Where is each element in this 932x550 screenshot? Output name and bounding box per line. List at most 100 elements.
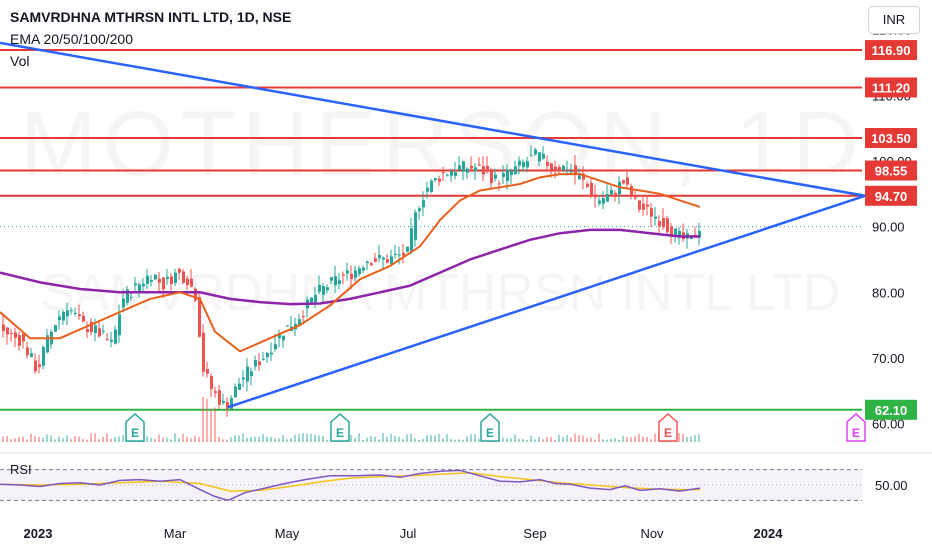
candle-body xyxy=(498,183,501,185)
candle-body xyxy=(22,334,25,342)
volume-bar xyxy=(150,437,152,442)
earnings-marker-letter: E xyxy=(664,426,672,440)
candle-body xyxy=(394,254,397,256)
candle-body xyxy=(358,268,361,275)
time-axis-tick: Mar xyxy=(164,526,187,541)
volume-bar xyxy=(6,436,8,442)
volume-bar xyxy=(646,437,648,442)
volume-bar xyxy=(94,433,96,442)
candle-body xyxy=(78,314,81,317)
earnings-marker-shape xyxy=(846,412,866,442)
trendline xyxy=(0,41,866,198)
volume-bar xyxy=(278,438,280,442)
volume-bar xyxy=(402,439,404,442)
candle-body xyxy=(366,261,369,264)
candle-body xyxy=(546,161,549,166)
volume-bar xyxy=(30,433,32,442)
indicator-label: EMA 20/50/100/200 xyxy=(10,31,133,47)
candle-body xyxy=(530,155,533,157)
candle-body xyxy=(518,160,521,166)
earnings-marker[interactable]: E xyxy=(480,412,500,442)
candle-body xyxy=(2,324,5,331)
candle-body xyxy=(602,198,605,204)
earnings-marker-shape xyxy=(480,412,500,442)
earnings-marker[interactable]: E xyxy=(658,412,678,442)
price-axis-tick: 60.00 xyxy=(872,417,905,432)
candle-body xyxy=(278,333,281,339)
candle-body xyxy=(286,325,289,327)
candle-body xyxy=(574,165,577,175)
candle-body xyxy=(458,165,461,170)
candle-body xyxy=(298,319,301,325)
candle-body xyxy=(434,178,437,181)
candle-body xyxy=(70,310,73,312)
candle-body xyxy=(314,294,317,303)
candle-body xyxy=(626,177,629,185)
candle-body xyxy=(110,339,113,342)
price-level-badge xyxy=(865,77,917,98)
candle-body xyxy=(462,161,465,172)
volume-bar xyxy=(534,439,536,442)
volume-bar xyxy=(538,437,540,442)
volume-bar xyxy=(462,439,464,442)
candle-body xyxy=(226,401,229,409)
candle-body xyxy=(550,163,553,170)
candle-body xyxy=(230,398,233,409)
volume-bar xyxy=(546,436,548,442)
candle-body xyxy=(670,226,673,237)
earnings-marker[interactable]: E xyxy=(846,412,866,442)
candle-body xyxy=(198,296,201,337)
price-level-label: 98.55 xyxy=(875,164,908,179)
earnings-marker[interactable]: E xyxy=(125,412,145,442)
volume-bar xyxy=(554,439,556,442)
candle-body xyxy=(98,328,101,337)
volume-bar xyxy=(502,437,504,442)
price-axis-tick: 90.00 xyxy=(872,220,905,235)
candle-body xyxy=(470,165,473,169)
volume-bar xyxy=(254,436,256,442)
volume-bar xyxy=(82,438,84,442)
candle-body xyxy=(554,166,557,171)
volume-bar xyxy=(154,438,156,442)
volume-bar xyxy=(146,436,148,442)
candle-body xyxy=(14,332,17,338)
candle-body xyxy=(650,208,653,217)
volume-bar xyxy=(510,437,512,442)
price-level-badge xyxy=(865,399,917,420)
candle-body xyxy=(18,335,21,346)
candle-body xyxy=(234,386,237,398)
candle-body xyxy=(322,286,325,295)
volume-bar xyxy=(514,434,516,442)
volume-bar xyxy=(190,438,192,442)
candle-body xyxy=(30,353,33,358)
volume-bar xyxy=(606,439,608,442)
volume-bar xyxy=(62,438,64,442)
earnings-marker[interactable]: E xyxy=(330,412,350,442)
candle-body xyxy=(506,169,509,182)
volume-bar xyxy=(506,438,508,442)
candle-body xyxy=(222,400,225,403)
volume-bar xyxy=(650,439,652,442)
volume-bar xyxy=(478,438,480,442)
volume-bar xyxy=(582,435,584,442)
candle-body xyxy=(630,186,633,197)
candle-body xyxy=(66,310,69,317)
currency-button[interactable]: INR xyxy=(868,6,920,34)
volume-bar xyxy=(246,437,248,442)
volume-bar xyxy=(234,435,236,442)
candle-body xyxy=(42,347,45,366)
volume-bar xyxy=(414,438,416,442)
candle-body xyxy=(422,200,425,208)
candle-body xyxy=(482,166,485,175)
volume-bar xyxy=(378,439,380,442)
candle-body xyxy=(250,371,253,376)
volume-bar xyxy=(642,436,644,442)
candle-body xyxy=(154,274,157,280)
candle-body xyxy=(74,312,77,314)
volume-bar xyxy=(678,433,680,442)
candle-body xyxy=(522,162,525,168)
volume-bar xyxy=(182,433,184,442)
volume-bar xyxy=(634,436,636,442)
price-axis-tick: 80.00 xyxy=(872,285,905,300)
